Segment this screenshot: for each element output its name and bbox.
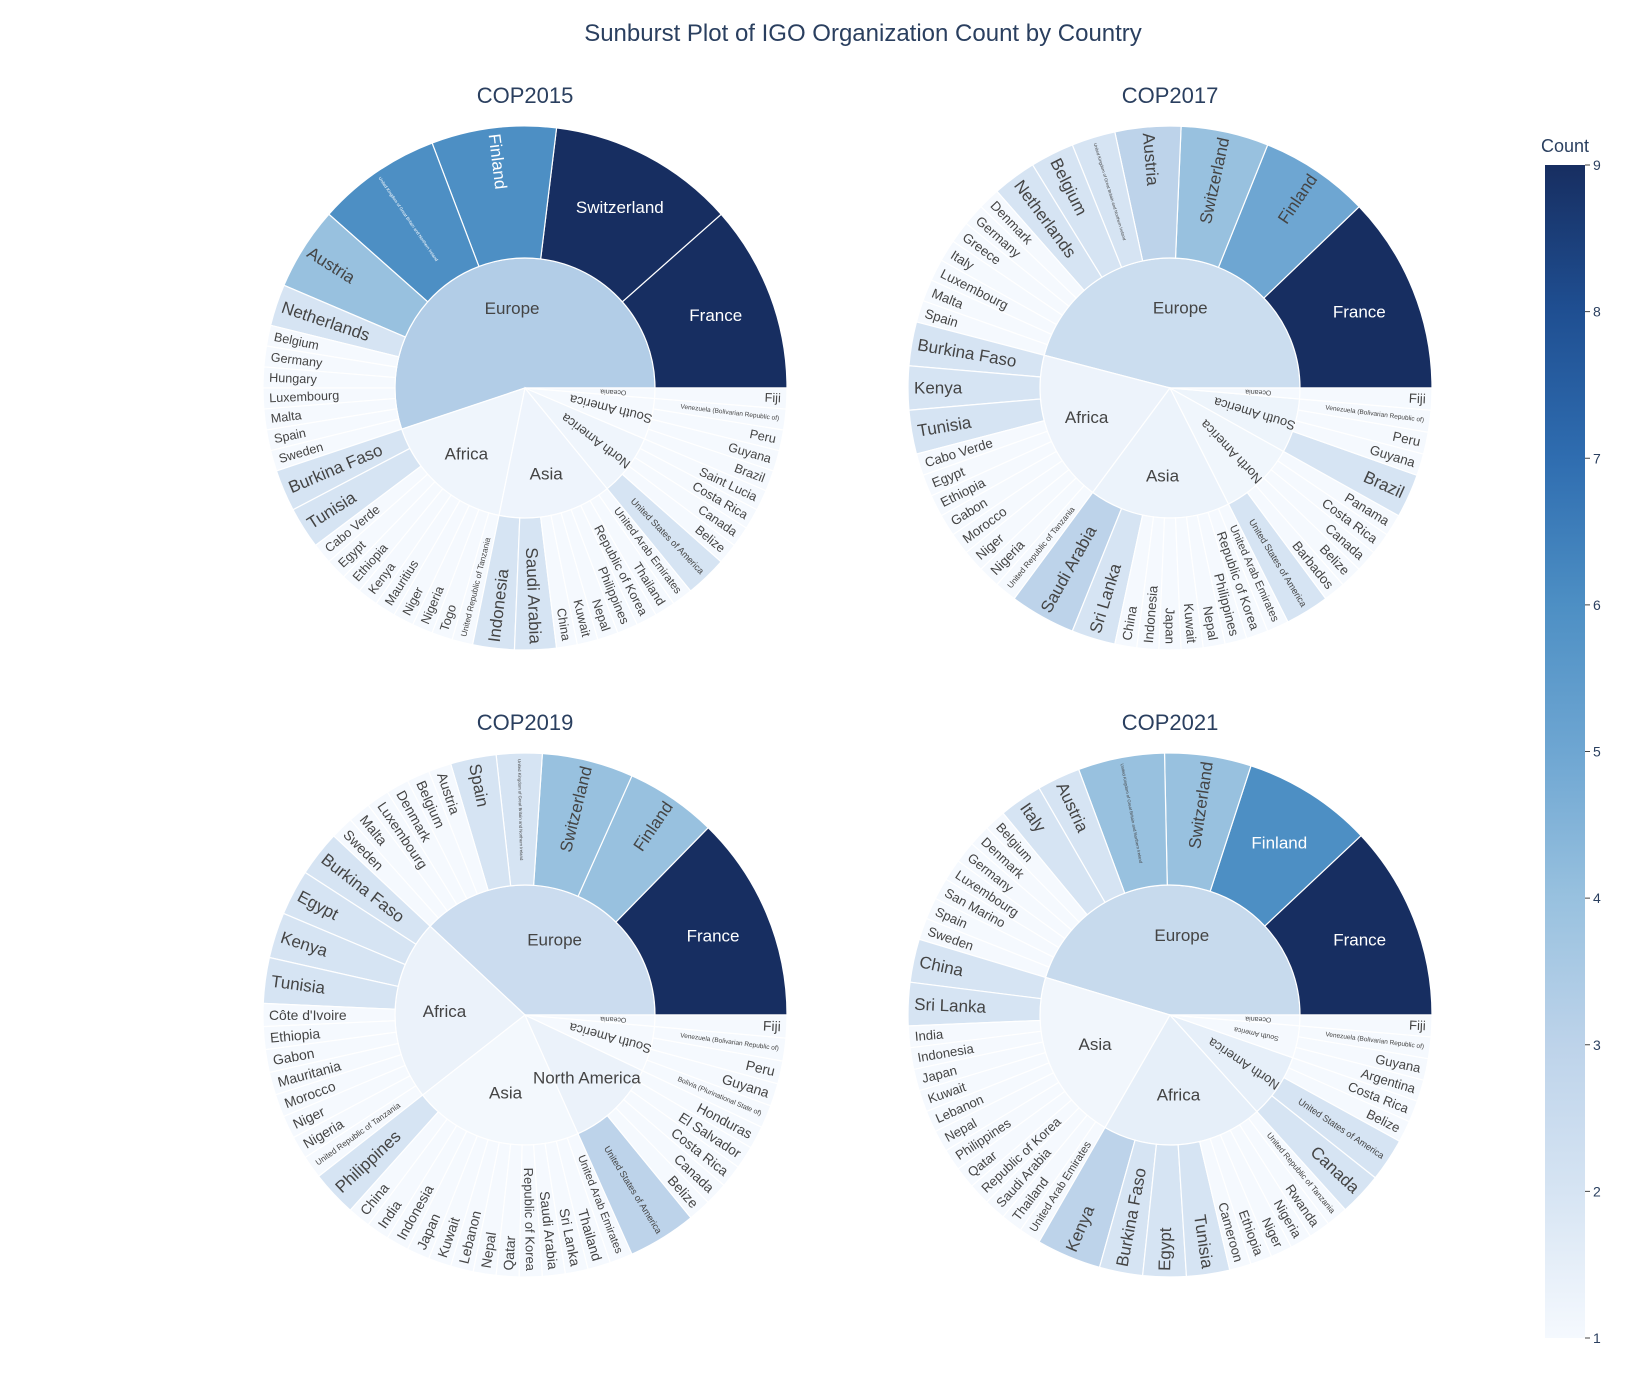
country-segment-fiji[interactable] <box>653 1014 788 1039</box>
subplot-title: COP2019 <box>477 710 574 735</box>
colorbar-gradient <box>1545 165 1585 1338</box>
country-segment-france[interactable] <box>615 826 788 1016</box>
country-segment-switzerland[interactable] <box>540 127 722 303</box>
subplot-title: COP2021 <box>1122 710 1219 735</box>
colorbar-tick-label: 3 <box>1593 1037 1601 1053</box>
subplot-title: COP2015 <box>477 83 574 108</box>
colorbar-tick-label: 8 <box>1593 304 1601 320</box>
colorbar-tick-label: 5 <box>1593 744 1601 760</box>
figure-title: Sunburst Plot of IGO Organization Count … <box>584 20 1142 47</box>
colorbar-tick-label: 7 <box>1593 450 1601 466</box>
country-segment-fiji[interactable] <box>653 387 788 410</box>
colorbar-title: Count <box>1541 136 1589 156</box>
country-segment-fiji[interactable] <box>1298 1014 1433 1038</box>
colorbar-tick-label: 4 <box>1593 890 1601 906</box>
country-segment-fiji[interactable] <box>1298 387 1433 411</box>
colorbar-tick-label: 6 <box>1593 597 1601 613</box>
colorbar-tick-label: 1 <box>1593 1330 1601 1346</box>
colorbar-tick-label: 9 <box>1593 157 1601 173</box>
country-segment-france[interactable] <box>621 213 788 389</box>
colorbar: Count 1 2 3 4 5 6 7 8 9 <box>1541 136 1601 1346</box>
colorbar-tick-label: 2 <box>1593 1183 1601 1199</box>
subplot-title: COP2017 <box>1122 83 1219 108</box>
colorbar-ticks: 1 2 3 4 5 6 7 8 9 <box>1585 157 1601 1346</box>
